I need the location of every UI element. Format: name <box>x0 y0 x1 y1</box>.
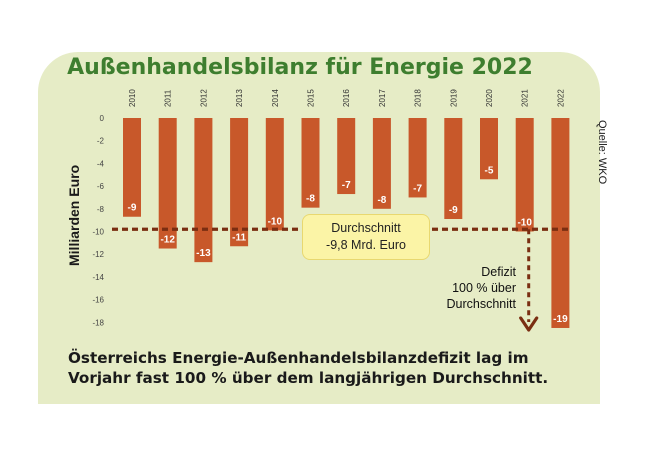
average-title: Durchschnitt <box>331 221 401 235</box>
bar <box>337 118 356 195</box>
data-label: -5 <box>485 165 494 176</box>
caption-line-2: Vorjahr fast 100 % über dem langjährigen… <box>68 369 549 387</box>
y-tick-label: -6 <box>97 182 105 191</box>
y-tick-label: -16 <box>92 296 104 305</box>
bar <box>551 118 570 328</box>
x-tick-label: 2016 <box>342 89 351 107</box>
data-label: -8 <box>377 195 386 206</box>
bars <box>123 118 570 328</box>
x-tick-label: 2019 <box>449 89 458 107</box>
source-label: Quelle: WKO <box>596 120 608 185</box>
x-tick-label: 2022 <box>556 89 565 107</box>
bar <box>480 118 498 180</box>
y-tick-label: -14 <box>92 273 104 282</box>
bar <box>230 118 249 247</box>
bar <box>301 118 320 208</box>
data-label: -13 <box>196 248 211 259</box>
x-tick-label: 2011 <box>164 89 173 107</box>
y-tick-label: -12 <box>92 250 104 259</box>
y-tick-label: -10 <box>92 228 104 237</box>
bar <box>194 118 213 263</box>
data-labels: -9 -12 -13 -11 -10 -8 -7 -8 -7 -9 -5 -10 -19 <box>128 165 569 325</box>
bar <box>123 118 141 217</box>
y-axis-ticks: 0 -2 -4 -6 -8 -10 -12 -14 -16 -18 <box>92 114 104 327</box>
y-tick-label: -8 <box>97 205 105 214</box>
x-axis-labels: 2010 2011 2012 2013 2014 2015 2016 2017 2018 2019… <box>128 89 565 107</box>
bar <box>158 118 177 249</box>
average-callout: Durchschnitt -9,8 Mrd. Euro <box>302 214 430 260</box>
deficit-line-1: Defizit <box>481 265 516 279</box>
average-value: -9,8 Mrd. Euro <box>326 238 406 252</box>
data-label: -10 <box>517 218 532 229</box>
x-tick-label: 2015 <box>307 89 316 107</box>
data-label: -8 <box>306 194 315 205</box>
caption: Österreichs Energie-Außenhandelsbilanzde… <box>68 348 588 388</box>
y-tick-label: 0 <box>100 114 105 123</box>
chart-title: Außenhandelsbilanz für Energie 2022 <box>67 55 533 80</box>
data-label: -12 <box>160 235 175 246</box>
x-tick-label: 2013 <box>235 89 244 107</box>
x-tick-label: 2018 <box>414 89 423 107</box>
deficit-line-3: Durchschnitt <box>446 297 516 311</box>
x-tick-label: 2020 <box>485 89 494 107</box>
bar <box>444 118 463 220</box>
bar <box>372 118 391 209</box>
x-tick-label: 2012 <box>199 89 208 107</box>
y-tick-label: -2 <box>97 137 105 146</box>
bar <box>265 118 284 231</box>
y-tick-label: -4 <box>97 159 105 168</box>
y-tick-label: -18 <box>92 318 104 327</box>
deficit-line-2: 100 % über <box>452 281 516 295</box>
x-tick-label: 2010 <box>128 89 137 107</box>
data-label: -7 <box>413 183 422 194</box>
data-label: -7 <box>342 180 351 191</box>
data-label: -19 <box>553 314 568 325</box>
deficit-arrow-head <box>519 316 539 332</box>
bar <box>408 118 427 198</box>
bar <box>515 118 534 232</box>
x-tick-label: 2021 <box>521 89 530 107</box>
data-label: -9 <box>128 203 137 214</box>
x-tick-label: 2017 <box>378 89 387 107</box>
data-label: -11 <box>232 232 246 243</box>
x-tick-label: 2014 <box>271 89 280 107</box>
deficit-annotation: Defizit 100 % über Durchschnitt <box>420 264 516 312</box>
data-label: -10 <box>268 216 283 227</box>
caption-line-1: Österreichs Energie-Außenhandelsbilanzde… <box>68 349 529 367</box>
data-label: -9 <box>449 205 458 216</box>
